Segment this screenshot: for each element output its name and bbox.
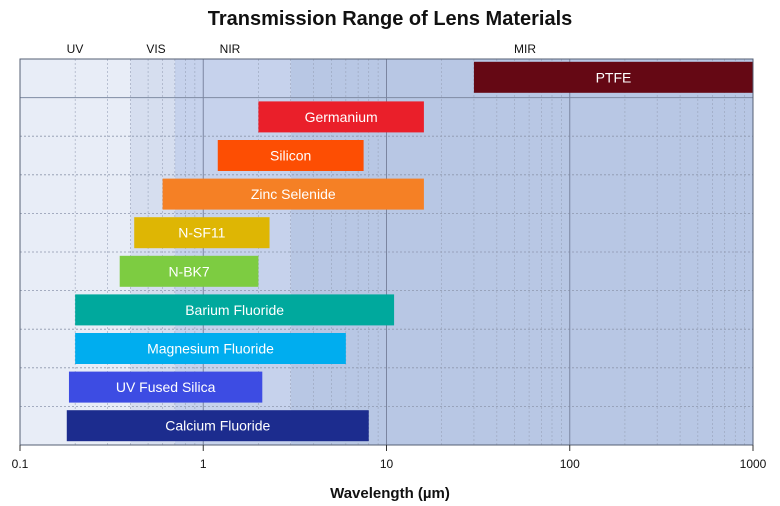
x-tick-label: 1 (200, 457, 207, 471)
bar-label-germanium: Germanium (305, 109, 378, 125)
bar-uv-fused-silica (68, 371, 263, 403)
bar-n-sf11 (134, 217, 270, 249)
bar-n-bk7 (119, 255, 259, 287)
region-labels: UV VIS NIR MIR (67, 42, 537, 56)
bar-germanium (258, 101, 424, 133)
bars: PTFE Germanium Silicon Zinc Selenide N-SF11 N… (66, 61, 753, 442)
bar-label-barium-fluoride: Barium Fluoride (185, 302, 284, 318)
bar-label-n-bk7: N-BK7 (168, 263, 209, 279)
bar-zinc-selenide (162, 178, 424, 210)
x-tick-label: 100 (560, 457, 580, 471)
region-label-uv: UV (67, 42, 84, 56)
bar-barium-fluoride (75, 294, 395, 326)
region-label-vis: VIS (146, 42, 165, 56)
bar-silicon (217, 140, 364, 171)
bar-label-ptfe: PTFE (596, 69, 632, 85)
region-label-nir: NIR (220, 42, 241, 56)
bar-label-silicon: Silicon (270, 148, 311, 164)
bar-label-n-sf11: N-SF11 (178, 225, 225, 241)
x-tick-label: 1000 (740, 457, 767, 471)
bar-label-uv-fused-silica: UV Fused Silica (116, 379, 216, 395)
x-tick-label: 0.1 (12, 457, 29, 471)
bar-ptfe (473, 61, 753, 93)
chart-title: Transmission Range of Lens Materials (208, 8, 573, 30)
bar-label-magnesium-fluoride: Magnesium Fluoride (147, 341, 274, 357)
bar-label-calcium-fluoride: Calcium Fluoride (165, 418, 270, 434)
x-axis-title: Wavelength (µm) (330, 485, 450, 502)
x-tick-label: 10 (380, 457, 394, 471)
bar-calcium-fluoride (66, 410, 369, 442)
x-axis-ticks: 0.1 1 10 100 1000 (12, 445, 767, 471)
bar-magnesium-fluoride (75, 333, 346, 364)
region-label-mir: MIR (514, 42, 536, 56)
bar-label-zinc-selenide: Zinc Selenide (251, 186, 336, 202)
